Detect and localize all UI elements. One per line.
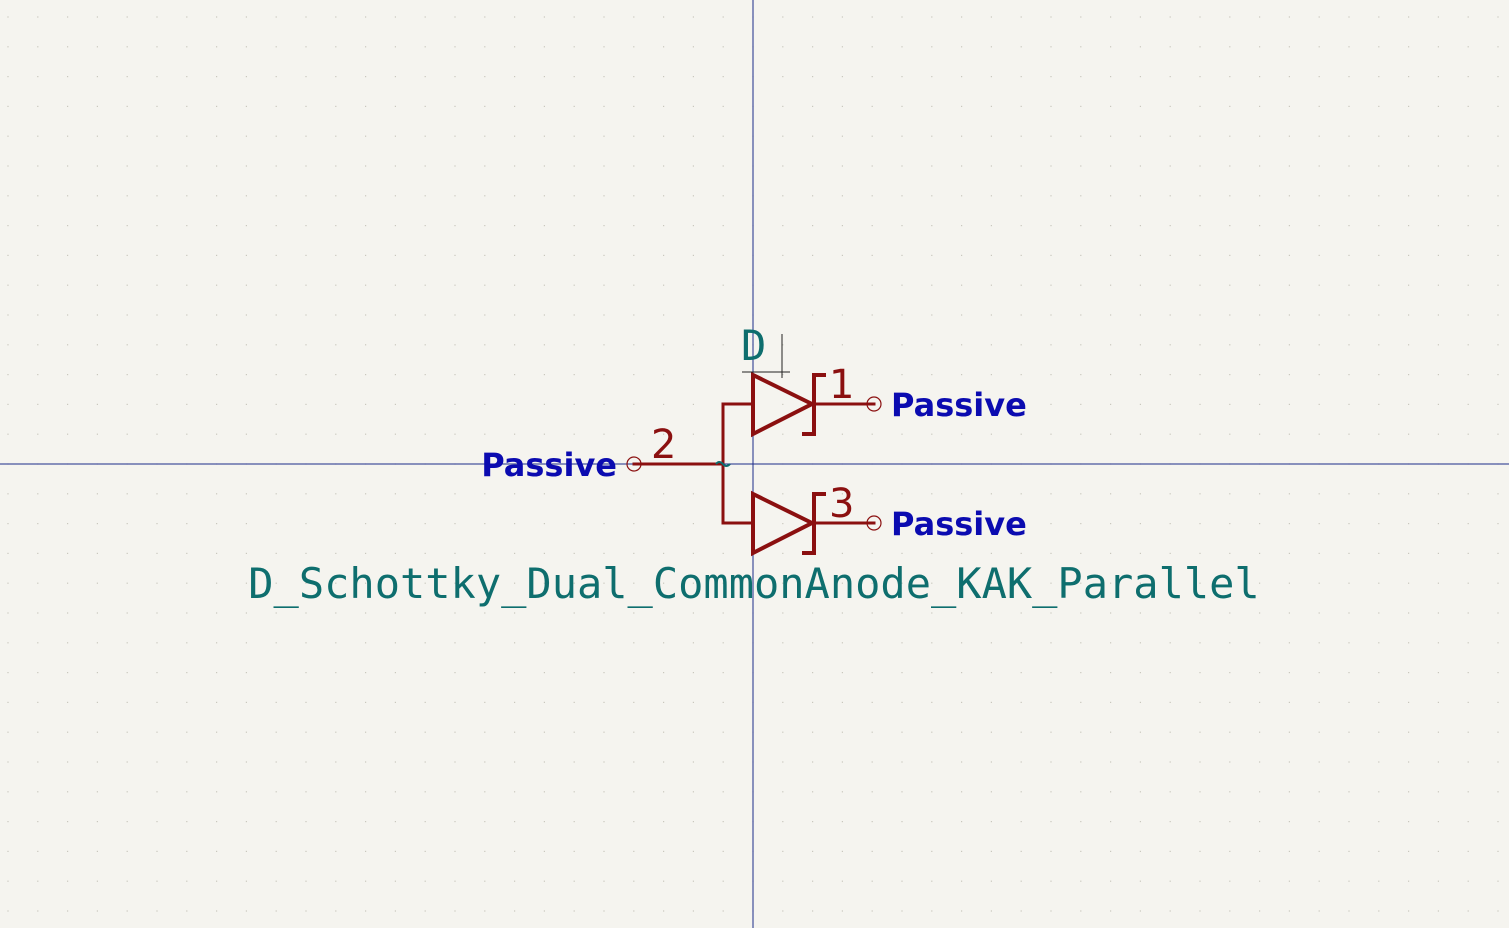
pin-2-type: Passive bbox=[481, 446, 617, 484]
diode-bottom-triangle bbox=[751, 490, 817, 557]
pin-3-type: Passive bbox=[891, 505, 1027, 543]
pin-1-type: Passive bbox=[891, 386, 1027, 424]
pin-3-number: 3 bbox=[829, 481, 854, 527]
grid-dots bbox=[7, 16, 1499, 912]
pin-2-number: 2 bbox=[651, 422, 676, 468]
value-field[interactable]: D_Schottky_Dual_CommonAnode_KAK_Parallel bbox=[248, 559, 1259, 608]
junction-marker bbox=[715, 461, 731, 467]
diode-top-triangle bbox=[751, 371, 817, 438]
reference-anchor bbox=[742, 334, 790, 378]
pin-2-endpoint[interactable] bbox=[626, 456, 642, 472]
pin-3-endpoint[interactable] bbox=[866, 515, 882, 531]
reference-field[interactable]: D bbox=[741, 321, 766, 370]
pin-1-number: 1 bbox=[829, 362, 854, 408]
pin-1-endpoint[interactable] bbox=[866, 396, 882, 412]
